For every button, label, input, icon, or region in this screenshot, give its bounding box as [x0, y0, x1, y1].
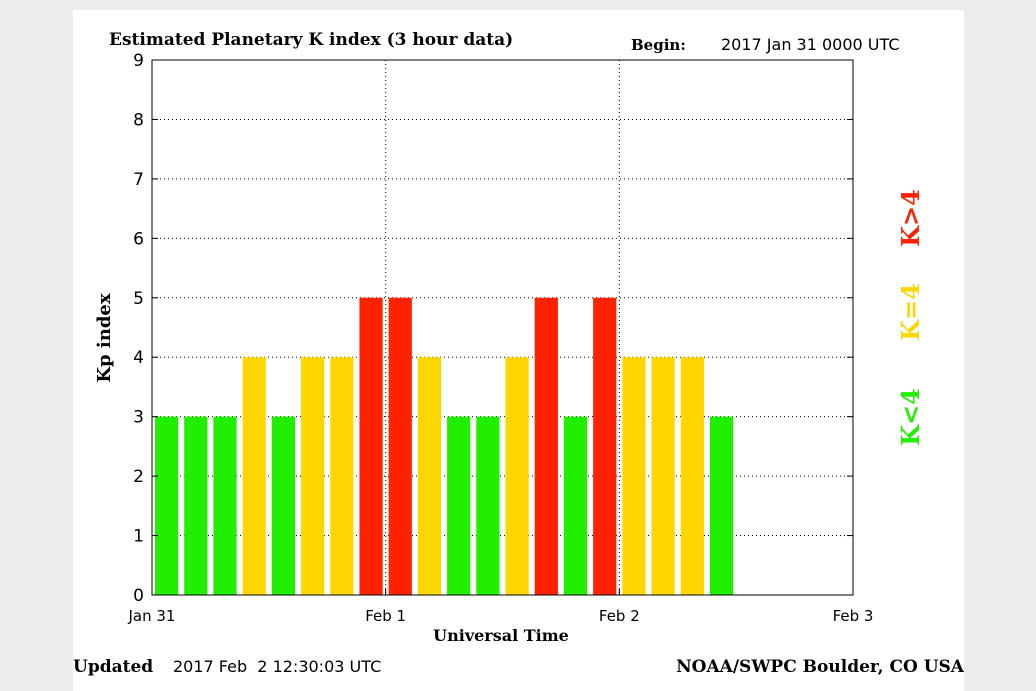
kp-bar: [651, 357, 675, 595]
y-axis-ticks: 0 1 2 3 4 5 6 7 8 9: [133, 51, 853, 606]
kp-bar: [476, 416, 500, 595]
x-tick-label: Feb 3: [833, 607, 874, 625]
y-tick-label: 6: [133, 229, 144, 249]
chart-frame: Estimated Planetary K index (3 hour data…: [73, 10, 964, 691]
y-tick-label: 4: [133, 348, 144, 368]
kp-bar: [622, 357, 646, 595]
y-tick-label: 8: [133, 110, 144, 130]
kp-index-chart: Estimated Planetary K index (3 hour data…: [73, 30, 964, 677]
kp-bar: [388, 297, 412, 595]
kp-bar: [271, 416, 296, 595]
kp-bar: [417, 357, 442, 595]
kp-bar: [301, 357, 325, 595]
kp-bar: [534, 297, 558, 595]
bar-series: [155, 297, 734, 595]
kp-bar: [359, 297, 383, 595]
y-tick-label: 2: [133, 467, 144, 487]
legend-k-greater-4: K>4: [896, 189, 925, 247]
updated-value: 2017 Feb 2 12:30:03 UTC: [173, 657, 381, 676]
y-tick-label: 5: [133, 289, 144, 309]
y-tick-label: 0: [133, 586, 144, 606]
updated-label: Updated: [73, 657, 153, 677]
x-tick-label: Feb 2: [599, 607, 640, 625]
kp-bar: [709, 416, 734, 595]
chart-title: Estimated Planetary K index (3 hour data…: [109, 30, 513, 50]
kp-bar: [184, 416, 208, 595]
x-tick-label: Jan 31: [128, 607, 176, 625]
kp-bar: [593, 297, 617, 595]
x-axis-ticks: Jan 31 Feb 1 Feb 2 Feb 3: [128, 589, 874, 625]
y-tick-label: 1: [133, 527, 144, 547]
grid-lines: [152, 60, 853, 595]
kp-bar: [505, 357, 529, 595]
kp-bar: [155, 416, 179, 595]
x-axis-label: Universal Time: [433, 626, 569, 645]
kp-bar: [330, 357, 354, 595]
x-tick-label: Feb 1: [365, 607, 406, 625]
begin-label: Begin:: [631, 36, 686, 54]
begin-value: 2017 Jan 31 0000 UTC: [721, 35, 900, 54]
kp-bar: [242, 357, 266, 595]
credit-text: NOAA/SWPC Boulder, CO USA: [676, 657, 964, 677]
y-tick-label: 9: [133, 51, 144, 71]
plot-border: [151, 59, 854, 596]
kp-bar: [447, 416, 471, 595]
kp-bar: [213, 416, 237, 595]
y-axis-label: Kp index: [94, 293, 115, 382]
y-tick-label: 3: [133, 408, 144, 428]
legend-k-equal-4: K=4: [896, 283, 925, 341]
legend-k-less-4: K<4: [896, 388, 925, 446]
kp-bar: [680, 357, 704, 595]
y-tick-label: 7: [133, 170, 144, 190]
kp-bar: [563, 416, 588, 595]
